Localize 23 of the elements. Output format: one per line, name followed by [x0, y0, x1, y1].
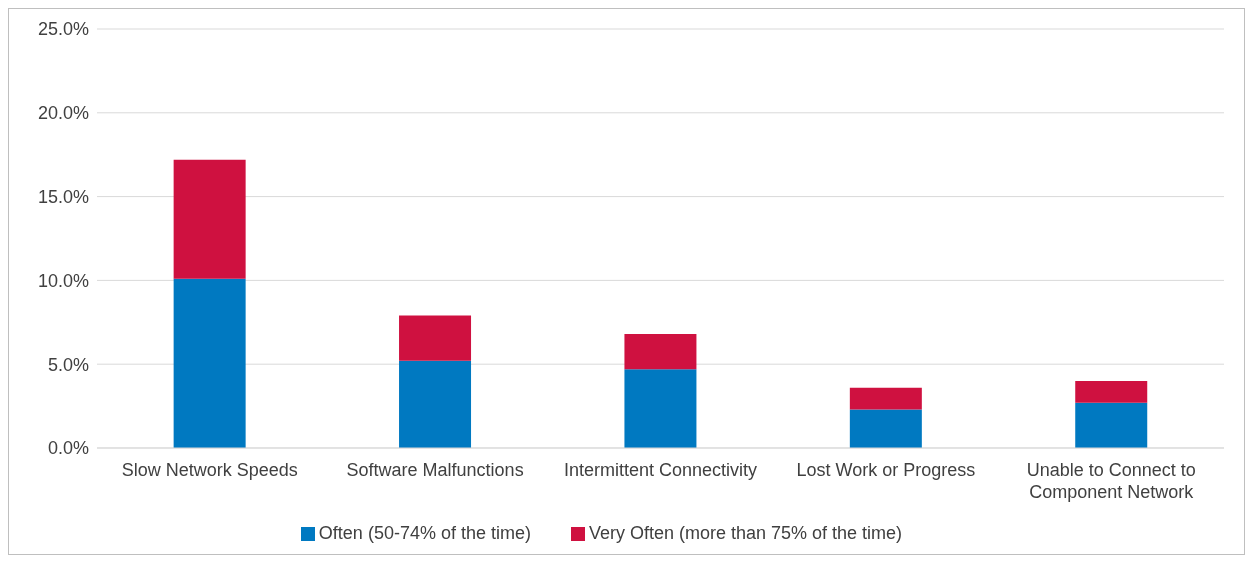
y-tick-label: 20.0% — [37, 103, 89, 124]
bar — [849, 409, 922, 448]
y-tick-label: 0.0% — [47, 438, 89, 459]
x-tick-label: Intermittent Connectivity — [563, 460, 758, 480]
bar — [399, 315, 472, 361]
bar — [849, 387, 922, 410]
x-tick-label: Slow Network Speeds — [121, 460, 298, 480]
x-tick-label: Software Malfunctions — [346, 460, 524, 480]
bar — [173, 159, 246, 279]
bar — [624, 334, 697, 370]
legend-label: Often (50-74% of the time) — [318, 523, 531, 543]
y-tick-label: 15.0% — [37, 186, 89, 207]
bar — [1075, 380, 1148, 403]
bar — [173, 278, 246, 448]
bar — [624, 369, 697, 448]
y-tick-label: 25.0% — [37, 19, 89, 40]
bar — [399, 360, 472, 448]
x-tick-label: Lost Work or Progress — [796, 460, 976, 480]
bar — [1075, 402, 1148, 448]
y-tick-label: 5.0% — [47, 354, 89, 375]
y-tick-label: 10.0% — [37, 270, 89, 291]
x-tick-label: Unable to Connect to Component Network — [1026, 460, 1196, 502]
legend-label: Very Often (more than 75% of the time) — [588, 523, 903, 543]
